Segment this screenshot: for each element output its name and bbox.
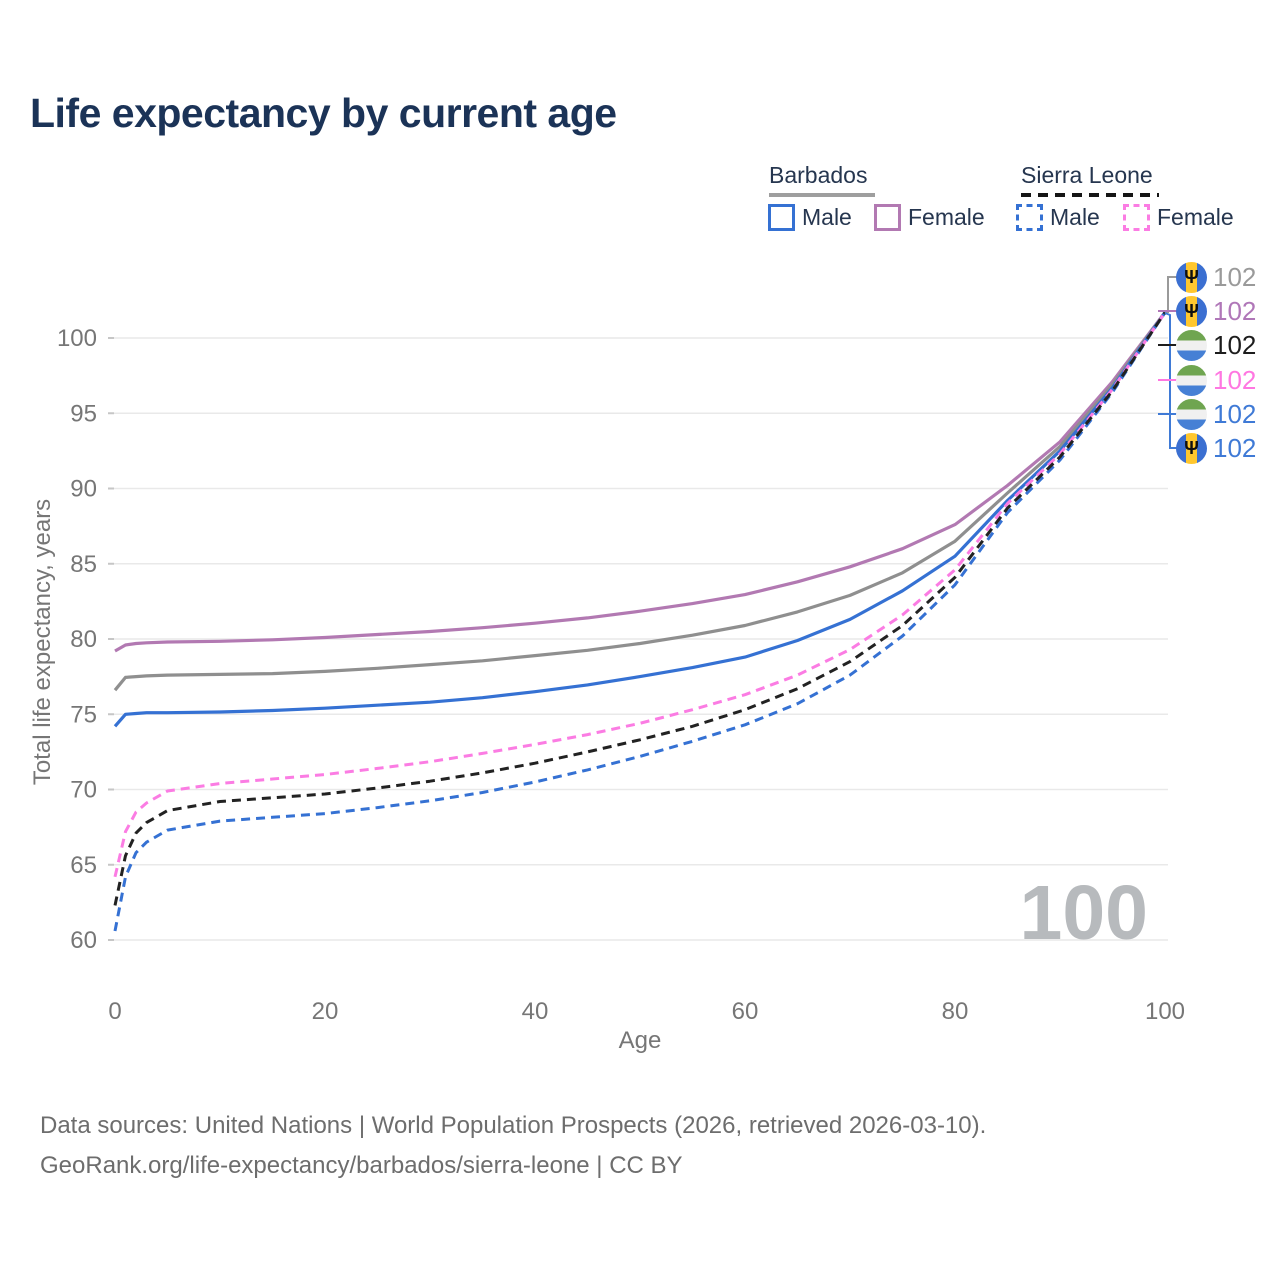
end-label-value: 102 — [1213, 296, 1257, 326]
y-tick-label: 75 — [70, 701, 97, 728]
legend-sierra-leone-underline — [1021, 193, 1159, 197]
series-line-sierra-leone-male[interactable] — [113, 311, 1167, 932]
legend-barbados-label: Barbados — [769, 162, 868, 188]
barbados-flag-icon: Ψ — [1176, 261, 1207, 293]
legend-item-sierra-leone-female[interactable]: Female — [1123, 204, 1234, 231]
legend-group-sierra-leone[interactable]: Sierra Leone — [1021, 162, 1153, 189]
end-label-barbados-male: Ψ 102 — [1176, 432, 1256, 464]
y-tick-label: 70 — [70, 777, 97, 804]
end-label-value: 102 — [1213, 262, 1257, 292]
series-line-sierra-leone[interactable] — [113, 311, 1167, 906]
x-tick-label: 100 — [1145, 998, 1185, 1025]
y-axis-title: Total life expectancy, years — [29, 499, 56, 785]
y-tick-label: 95 — [70, 400, 97, 427]
age-watermark: 100 — [1020, 870, 1148, 956]
y-tick-label: 80 — [70, 626, 97, 653]
x-tick-label: 60 — [732, 998, 759, 1025]
legend-item-barbados-female[interactable]: Female — [874, 204, 985, 231]
series-line-barbados[interactable] — [113, 311, 1167, 692]
series-line-sierra-leone-female[interactable] — [113, 311, 1167, 878]
legend-group-barbados[interactable]: Barbados — [769, 162, 867, 189]
y-tick-label: 90 — [70, 476, 97, 503]
x-tick-label: 40 — [522, 998, 549, 1025]
end-label-barbados-female: Ψ 102 — [1176, 295, 1256, 327]
trident-icon: Ψ — [1184, 437, 1199, 458]
legend-female-label: Female — [908, 204, 985, 230]
y-tick-label: 60 — [70, 927, 97, 954]
end-label-sierra-leone-female: 102 — [1176, 364, 1256, 396]
legend-male-label: Male — [1050, 204, 1100, 230]
y-tick-label: 85 — [70, 551, 97, 578]
end-label-value: 102 — [1213, 433, 1257, 463]
series-line-barbados-male[interactable] — [113, 311, 1167, 728]
end-label-sierra-leone: 102 — [1176, 329, 1256, 361]
x-tick-label: 20 — [312, 998, 339, 1025]
sierra-leone-flag-icon — [1176, 364, 1207, 396]
attribution-line: GeoRank.org/life-expectancy/barbados/sie… — [40, 1152, 683, 1179]
sierra-leone-flag-icon — [1176, 398, 1207, 430]
y-tick-label: 65 — [70, 852, 97, 879]
footer: Data sources: United Nations | World Pop… — [40, 1106, 986, 1186]
x-tick-label: 80 — [942, 998, 969, 1025]
data-sources-line: Data sources: United Nations | World Pop… — [40, 1112, 987, 1139]
sierra-leone-flag-icon — [1176, 329, 1207, 361]
line-chart: 60 65 70 75 80 85 90 95 100 0 20 40 60 80 100 Age Total … — [29, 276, 1185, 1054]
solid-male-swatch-icon — [768, 204, 795, 231]
x-tick-label: 0 — [108, 998, 121, 1025]
legend-barbados-underline — [769, 193, 875, 197]
page-title: Life expectancy by current age — [30, 90, 617, 136]
series-line-barbados-female[interactable] — [114, 311, 1167, 653]
end-label-value: 102 — [1213, 330, 1257, 360]
trident-icon: Ψ — [1184, 266, 1199, 287]
end-label-barbados: Ψ 102 — [1176, 261, 1256, 293]
legend-female-label: Female — [1157, 204, 1234, 230]
barbados-flag-icon: Ψ — [1176, 432, 1207, 464]
end-label-value: 102 — [1213, 365, 1257, 395]
end-label-value: 102 — [1213, 399, 1257, 429]
trident-icon: Ψ — [1184, 300, 1199, 321]
legend-item-barbados-male[interactable]: Male — [768, 204, 852, 231]
solid-female-swatch-icon — [874, 204, 901, 231]
dashed-female-swatch-icon — [1123, 204, 1150, 231]
barbados-flag-icon: Ψ — [1176, 295, 1207, 327]
legend-male-label: Male — [802, 204, 852, 230]
x-axis-title: Age — [619, 1027, 662, 1054]
leader-line-blue — [1164, 312, 1177, 449]
end-label-sierra-leone-male: 102 — [1176, 398, 1256, 430]
legend-sierra-leone-label: Sierra Leone — [1021, 162, 1153, 188]
dashed-male-swatch-icon — [1016, 204, 1043, 231]
y-tick-label: 100 — [57, 325, 97, 352]
legend-item-sierra-leone-male[interactable]: Male — [1016, 204, 1100, 231]
